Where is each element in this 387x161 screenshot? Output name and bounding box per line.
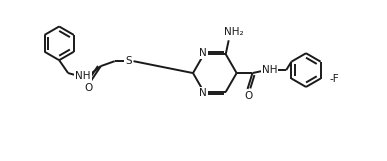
Text: N: N bbox=[199, 48, 207, 58]
Text: NH: NH bbox=[75, 71, 91, 81]
Text: -F: -F bbox=[330, 74, 339, 84]
Text: N: N bbox=[199, 88, 207, 98]
Text: NH: NH bbox=[262, 65, 277, 75]
Text: S: S bbox=[125, 56, 132, 66]
Text: O: O bbox=[85, 83, 93, 93]
Text: O: O bbox=[245, 91, 253, 101]
Text: NH₂: NH₂ bbox=[224, 27, 243, 37]
